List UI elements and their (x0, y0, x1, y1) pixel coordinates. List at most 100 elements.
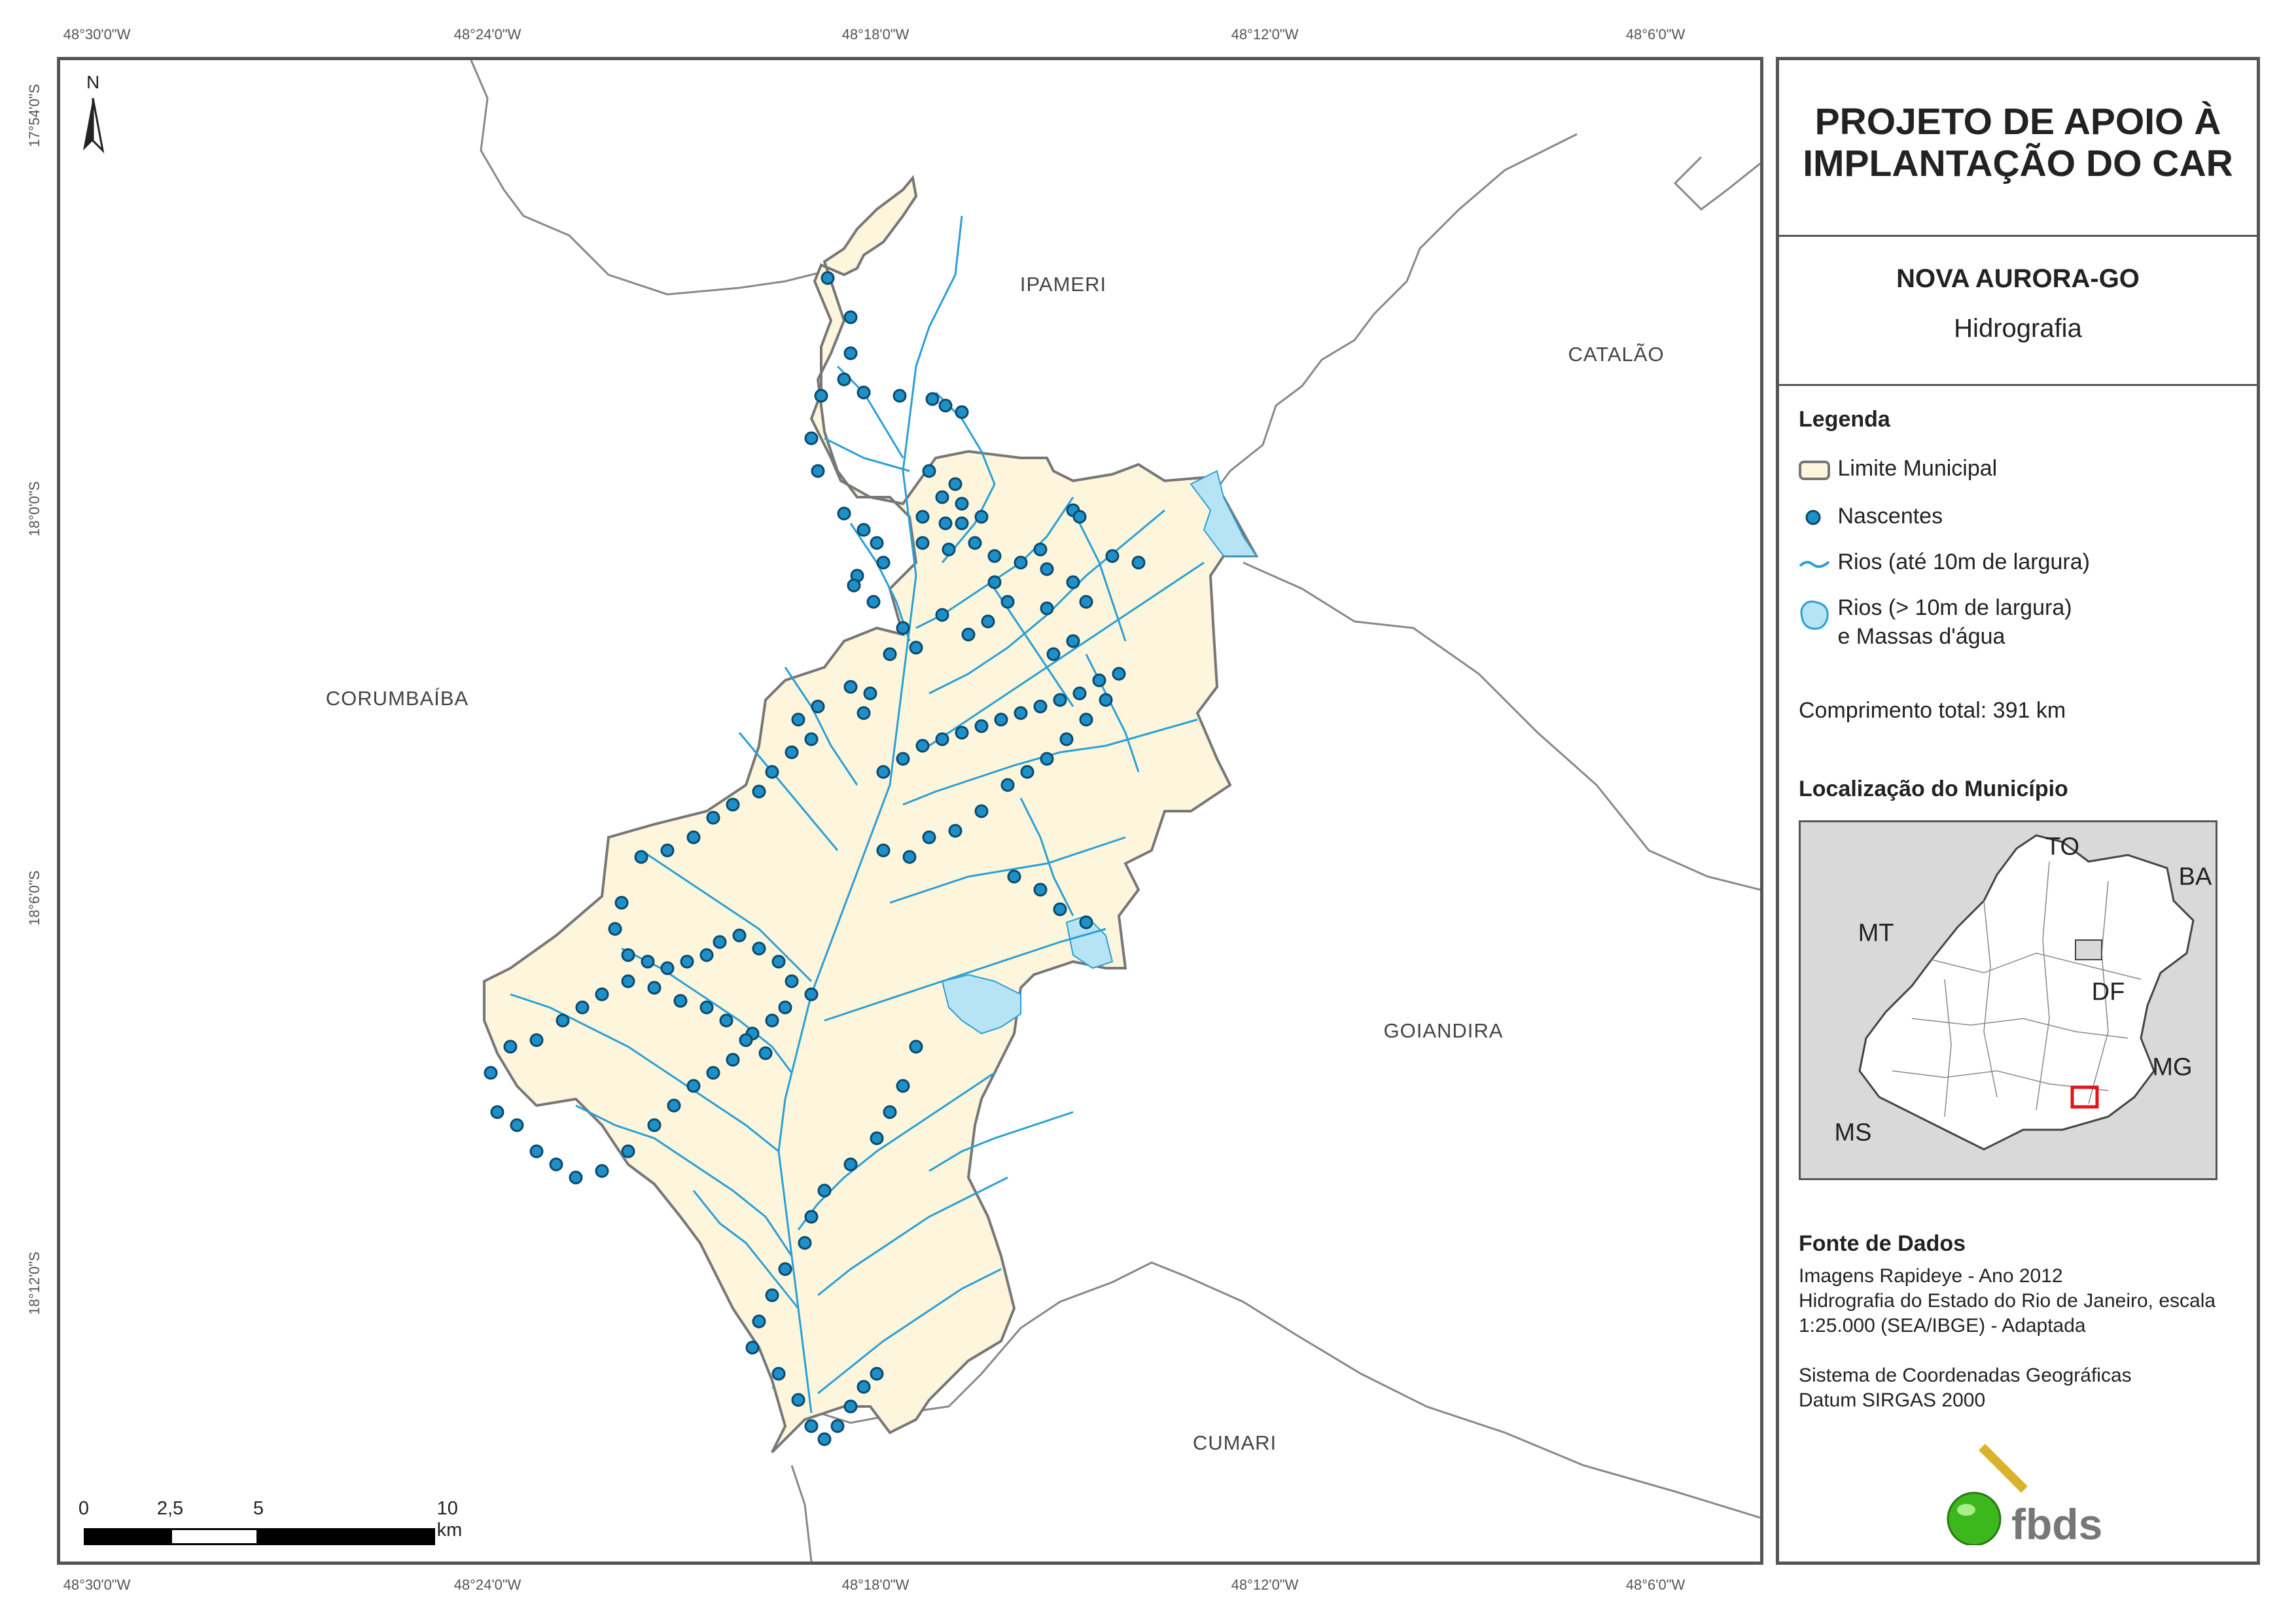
spring-point (847, 578, 861, 593)
municipality-highlight (2070, 1085, 2099, 1109)
source-line-3: 1:25.000 (SEA/IBGE) - Adaptada (1799, 1315, 2086, 1336)
spring-point (866, 595, 881, 609)
spring-point (798, 1236, 812, 1250)
spring-point (1033, 882, 1048, 897)
spring-point (699, 948, 714, 962)
spring-point (667, 1098, 681, 1113)
project-title: PROJETO DE APOIO À IMPLANTAÇÃO DO CAR (1779, 101, 2257, 184)
spring-point (1007, 869, 1021, 884)
spring-point (484, 1066, 498, 1080)
spring-point (595, 1164, 609, 1178)
spring-point (529, 1144, 544, 1159)
spring-point (955, 497, 969, 511)
spring-point (817, 1183, 832, 1198)
spring-point (1131, 555, 1146, 570)
spring-point (935, 608, 949, 622)
spring-point (955, 725, 969, 740)
spring-point (621, 948, 635, 962)
spring-point (765, 1288, 779, 1302)
coord-bottom-2: 48°24'0"W (453, 1577, 521, 1593)
spring-point (490, 1105, 504, 1119)
location-heading: Localização do Município (1799, 777, 2068, 801)
project-title-line1: PROJETO DE APOIO À (1814, 101, 2221, 143)
spring-point (1014, 706, 1028, 720)
spring-point (876, 765, 891, 779)
spring-point (938, 516, 953, 531)
scale-label-0: 0 (78, 1498, 90, 1519)
coord-left-1: 17°54'0"S (26, 84, 43, 147)
spring-point (1066, 634, 1080, 648)
spring-point (634, 850, 648, 864)
springs (484, 271, 1146, 1446)
spring-point (896, 752, 910, 766)
scale-segment-2 (170, 1528, 258, 1545)
spring-point (817, 1432, 832, 1446)
spring-point (647, 981, 662, 995)
spring-point (843, 1157, 858, 1172)
spring-point (925, 392, 940, 406)
coord-top-5: 48°6'0"W (1625, 26, 1686, 43)
spring-point (1040, 752, 1054, 766)
spring-point (785, 974, 799, 988)
spring-point (673, 994, 688, 1008)
spring-point (1072, 510, 1087, 524)
spring-point (758, 1046, 773, 1060)
spring-point (994, 712, 1008, 727)
spring-point (935, 490, 949, 504)
legend-item-rivers: Rios (até 10m de largura) (1799, 550, 2090, 576)
legend-item-springs: Nascentes (1799, 504, 1943, 531)
spring-point (902, 850, 917, 864)
spring-point (556, 1013, 570, 1028)
spring-point (1079, 915, 1093, 930)
legend-label-rivers: Rios (até 10m de largura) (1837, 550, 2090, 574)
spring-point (981, 614, 995, 629)
spring-point (752, 784, 766, 799)
spring-point (942, 542, 956, 557)
spring-point (961, 627, 976, 642)
scale-bar: 0 2,5 5 10 km (78, 1498, 462, 1550)
municipality-section (1779, 237, 2257, 386)
limit-swatch-icon (1799, 461, 1830, 481)
loc-label-mg: MG (2152, 1053, 2193, 1081)
spring-point (706, 1066, 720, 1080)
spring-point (575, 1000, 590, 1015)
spring-point (1040, 562, 1054, 576)
spring-point (987, 575, 1002, 589)
spring-point (968, 536, 982, 550)
spring-point (974, 719, 989, 733)
spring-point (857, 385, 871, 400)
north-label: N (86, 72, 100, 92)
spring-point (1014, 555, 1028, 570)
spring-point (1079, 712, 1093, 727)
coord-top-4: 48°12'0"W (1231, 26, 1299, 43)
spring-point (745, 1340, 760, 1355)
place-goiandira: GOIANDIRA (1383, 1019, 1504, 1042)
source-line-1: Imagens Rapideye - Ano 2012 (1799, 1265, 2063, 1287)
spring-point (1000, 778, 1015, 792)
map-frame[interactable] (57, 57, 1763, 1565)
spring-point (1046, 647, 1061, 661)
spring-point (804, 732, 819, 746)
legend-heading: Legenda (1799, 407, 1890, 432)
spring-point (804, 987, 819, 1002)
loc-label-to: TO (2045, 833, 2080, 861)
spring-point (876, 555, 891, 570)
spring-point (837, 506, 851, 521)
source-line-2: Hidrografia do Estado do Rio de Janeiro,… (1799, 1290, 2216, 1312)
spring-point (843, 346, 858, 360)
spring-point (569, 1170, 583, 1185)
municipality-polygon[interactable] (483, 175, 1259, 1454)
spring-point (739, 1033, 753, 1047)
map-canvas[interactable] (60, 60, 1760, 1562)
title-section: PROJETO DE APOIO À IMPLANTAÇÃO DO CAR (1779, 60, 2257, 237)
scale-segment-1 (84, 1528, 170, 1545)
scale-label-5: 5 (253, 1498, 264, 1519)
municipality-name: NOVA AURORA-GO (1896, 264, 2140, 293)
spring-point (892, 389, 907, 403)
coord-bottom-1: 48°30'0"W (63, 1577, 131, 1593)
spring-point (948, 824, 963, 838)
fbds-logo: fbds (1936, 1434, 2132, 1548)
spring-point (791, 1393, 805, 1407)
spring-point (1072, 686, 1087, 701)
coord-top-3: 48°18'0"W (841, 26, 910, 43)
